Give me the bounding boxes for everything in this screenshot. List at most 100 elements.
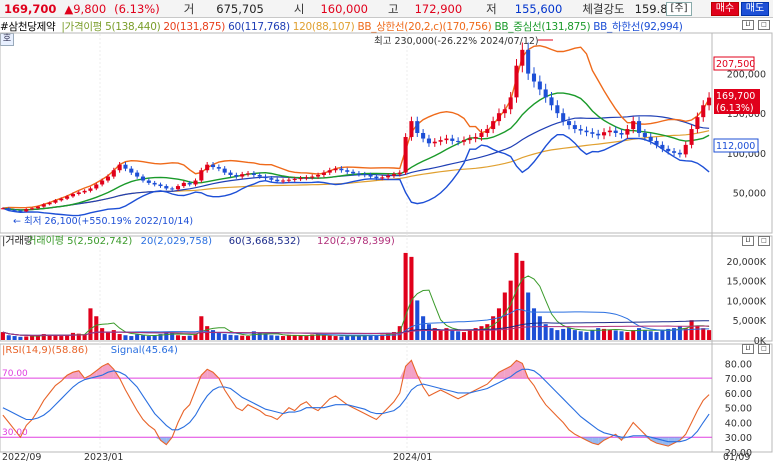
candle-body [175,186,181,190]
volume-bar [660,330,665,340]
rsi-tick-label: 30.00 [725,433,752,444]
candle-body [631,121,636,130]
volume-bar [65,335,70,340]
candle-body [426,138,431,144]
volume-bar [170,332,175,340]
candle-body [666,148,671,152]
volume-bar [105,332,111,340]
volume-value: 675,705 [216,1,264,16]
ma120-line [2,130,710,211]
volume-bar [374,335,379,340]
candle-body [374,176,379,179]
buy-button[interactable]: 매수 [711,2,739,16]
rsi-overbought-fill [510,360,517,379]
rsi-oversold-fill [644,437,651,441]
candle-body [281,180,286,182]
rsi-oversold-fill [668,437,675,447]
candle-body [683,144,688,155]
rsi-pane-settings-button[interactable]: LI [742,344,754,354]
volume-bar [117,334,122,340]
candle-body [269,178,274,180]
hover-toggle-button[interactable]: 호 [0,33,14,46]
candle-body [601,132,607,136]
candle-body [228,172,233,175]
rsi-overbought-fill [61,375,68,379]
volume-ma5-line [2,275,710,337]
candle-body [380,177,385,179]
x-axis-label: 2022/09 [2,452,41,463]
volume-bar [181,336,186,340]
candle-body [549,97,554,106]
volume-bar [677,326,682,340]
rsi-tick-label: 70.00 [725,374,752,385]
price-legend-item: 120(88,107) [292,21,355,33]
candle-body [234,174,239,177]
volume-bar [397,326,402,340]
volume-pane-maximize-button[interactable]: □ [758,236,770,246]
candle-body [304,177,309,179]
candle-body [707,97,712,106]
price-tick-label: 150,000 [727,109,766,120]
candle-body [444,138,449,141]
volume-bar [47,334,52,340]
volume-bar [496,308,502,340]
volume-bar [531,308,537,340]
volume-bar [269,335,274,340]
volume-bar [508,280,513,340]
rsi-overbought-fill [399,366,406,379]
volume-bar [281,336,286,340]
volume-bar [543,324,548,340]
candle-body [491,121,496,130]
rsi-overbought-fill [516,360,523,379]
candle-body [438,140,443,142]
volume-bar [216,332,221,340]
volume-bar [251,331,256,340]
volume-bar [35,335,40,340]
volume-bar [123,335,128,340]
volume-bar [461,332,467,340]
candle-body [263,176,268,179]
rsi-lower-label: 30.00 [2,428,28,438]
price-legend-item: 60(117,768) [228,21,290,33]
favorite-button[interactable]: [주] [666,2,692,16]
rsi-overbought-fill [96,366,103,379]
volume-bar [672,328,677,340]
candle-body [386,175,391,178]
candle-body [292,178,297,180]
candle-body [642,133,647,137]
pane-border [0,235,773,342]
rsi-pane-maximize-button[interactable]: □ [758,344,770,354]
candle-body [6,208,11,210]
high-value: 172,900 [414,1,463,16]
candle-body [619,133,624,135]
candle-body [18,210,23,212]
price-pane-maximize-button[interactable]: □ [758,20,770,30]
volume-bar [642,330,647,340]
volume-bar [683,328,688,340]
rsi-oversold-fill [679,437,686,441]
candle-body [561,113,566,122]
volume-bar [386,332,391,340]
volume-ma60-line [2,320,710,336]
price-pane-settings-button[interactable]: LI [742,20,754,30]
candle-body [415,121,420,133]
sell-button[interactable]: 매도 [741,2,769,16]
candle-body [578,129,583,131]
candle-body [123,164,128,169]
candle-body [158,184,163,187]
candle-body [129,168,134,173]
volume-label: 거 [183,1,195,16]
volume-bar [152,335,157,340]
candle-body [146,180,151,183]
volume-bar [566,328,572,340]
candle-body [251,173,256,175]
candle-body [210,164,216,168]
volume-pane-settings-button[interactable]: LI [742,236,754,246]
volume-bar [520,260,525,340]
candle-body [695,117,700,130]
volume-bar [76,333,81,340]
volume-bar [222,334,227,340]
rsi-overbought-fill [102,363,108,379]
volume-bar [240,335,245,340]
